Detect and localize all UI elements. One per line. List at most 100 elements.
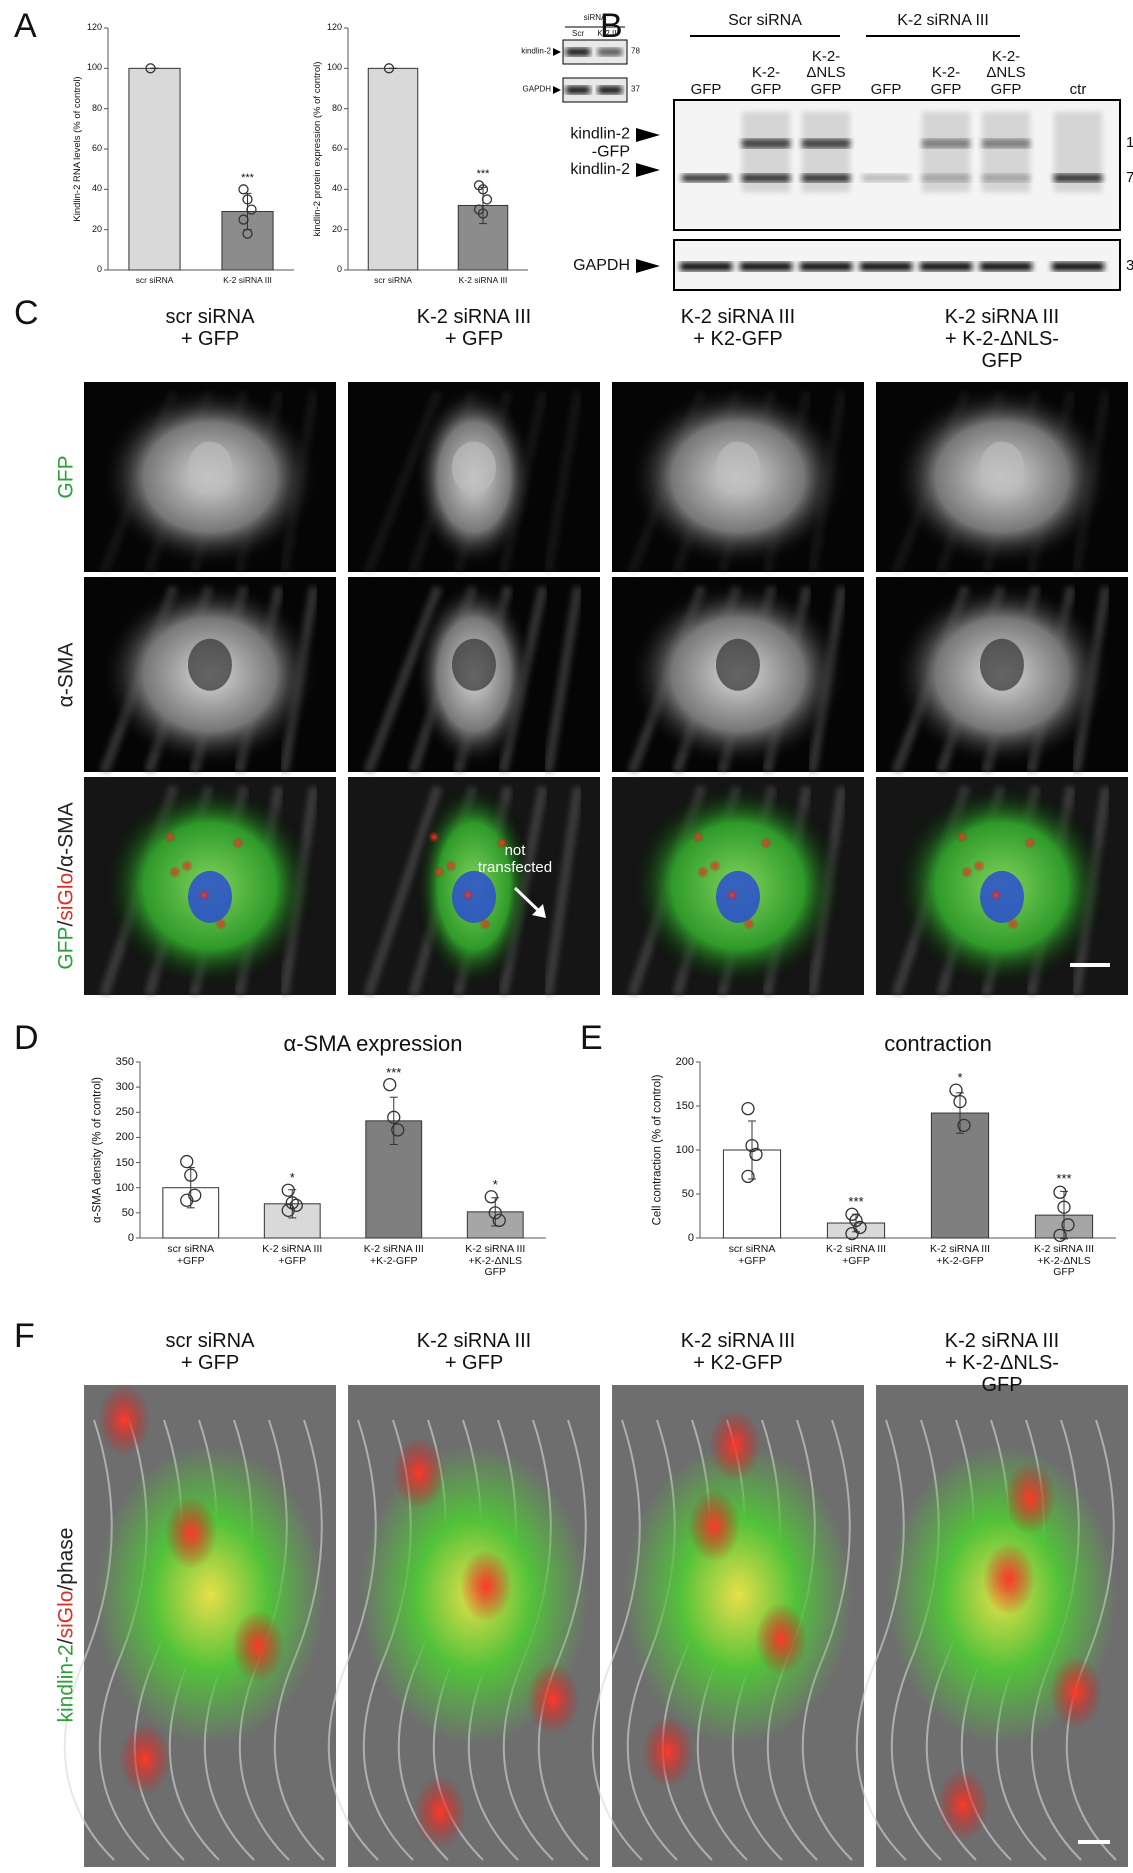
siglo-spot <box>760 837 772 849</box>
y-tick-label: 200 <box>675 1055 694 1068</box>
significance: * <box>289 1169 295 1185</box>
panel-letter: F <box>14 1317 35 1355</box>
chart-title: α-SMA expression <box>283 1031 463 1056</box>
significance: * <box>957 1070 963 1086</box>
data-point <box>484 1190 498 1204</box>
data-point <box>492 1213 506 1228</box>
siglo-spot <box>445 860 457 872</box>
band <box>740 262 792 271</box>
band <box>982 174 1030 182</box>
micrograph <box>348 777 600 997</box>
row-label-part: GFP <box>54 926 78 970</box>
y-axis-label: Cell contraction (% of control) <box>651 1074 664 1226</box>
siglo-cell <box>1050 1656 1102 1728</box>
y-tick-label: 200 <box>115 1131 134 1144</box>
y-tick-label: 0 <box>336 264 342 275</box>
band <box>598 48 622 56</box>
band <box>802 139 850 148</box>
arrowhead <box>636 259 660 273</box>
y-tick-label: 150 <box>115 1156 134 1169</box>
row-label-part: α-SMA <box>54 642 78 707</box>
mw-label: 78 <box>631 46 640 56</box>
band <box>922 139 970 148</box>
y-tick-label: 40 <box>91 183 102 194</box>
micrograph <box>876 577 1128 774</box>
row-label: GFP/siGlo/α-SMA <box>54 802 77 969</box>
row-label-part: siGlo <box>54 1590 78 1639</box>
nucleus <box>188 870 232 923</box>
row-label-part: /α-SMA <box>54 802 78 873</box>
live-image <box>327 1385 600 1867</box>
chart-title: contraction <box>884 1031 992 1056</box>
micrograph <box>876 382 1128 574</box>
data-point <box>1057 1200 1071 1214</box>
data-point <box>481 194 493 205</box>
x-tick-label: K-2 siRNA III +GFP <box>262 1243 323 1267</box>
annotation: not transfected <box>477 842 553 876</box>
micrograph <box>84 382 336 574</box>
x-tick-label: K-2 siRNA III +GFP <box>825 1243 887 1267</box>
band <box>922 174 970 182</box>
row-label-part: GFP <box>54 455 78 499</box>
siglo-spot <box>428 831 440 843</box>
micrograph <box>612 777 864 997</box>
data-point <box>184 1168 198 1182</box>
x-tick-label: K-2 siRNA III <box>458 275 508 285</box>
siglo-spot <box>198 889 210 901</box>
siglo-cell <box>688 1490 740 1562</box>
y-axis-label: α-SMA density (% of control) <box>91 1077 104 1223</box>
band <box>800 262 852 271</box>
band <box>860 262 912 271</box>
y-tick-label: 0 <box>687 1231 694 1244</box>
data-point <box>1061 1218 1075 1232</box>
data-point <box>180 1193 194 1207</box>
bar <box>128 67 181 271</box>
data-point <box>1053 1228 1067 1243</box>
panel-letter: E <box>580 1019 603 1057</box>
column-header: K-2 siRNA III + K2-GFP <box>680 1330 796 1374</box>
wrinkle <box>327 1419 379 1861</box>
lane-label: Scr <box>572 29 584 38</box>
column-header: K-2 siRNA III + GFP <box>416 1330 532 1374</box>
band <box>598 86 622 94</box>
significance: *** <box>476 168 490 181</box>
nucleus <box>716 441 760 494</box>
blot-title: siRNA <box>583 13 607 22</box>
lane-label: K-2- ΔNLS GFP <box>806 47 846 98</box>
y-tick-label: 350 <box>115 1055 134 1068</box>
micrograph <box>612 382 864 574</box>
siglo-spot <box>990 889 1002 901</box>
data-point <box>285 1196 299 1210</box>
wrinkle <box>855 1419 907 1861</box>
row-label-part: / <box>54 1638 78 1645</box>
band-label: GAPDH <box>573 257 630 275</box>
data-point <box>745 1138 759 1153</box>
arrowhead <box>553 86 561 94</box>
row-label: GFP <box>54 455 77 498</box>
data-point <box>949 1083 963 1097</box>
siglo-spot <box>726 889 738 901</box>
band <box>920 262 972 271</box>
nucleus <box>452 638 496 691</box>
band <box>980 262 1032 271</box>
siglo-spot <box>961 866 973 878</box>
siglo-spot <box>709 860 721 872</box>
siglo-spot <box>462 889 474 901</box>
siglo-cell <box>165 1497 217 1569</box>
data-point <box>477 184 489 195</box>
panel-letter: D <box>14 1019 39 1057</box>
group-label: Scr siRNA <box>728 12 802 29</box>
data-point <box>242 194 253 205</box>
nucleus <box>980 638 1024 691</box>
siglo-cell <box>937 1769 989 1841</box>
lane-label: K-2 III <box>597 29 619 38</box>
data-point <box>180 1154 194 1169</box>
y-tick-label: 100 <box>115 1181 134 1194</box>
y-tick-label: 100 <box>675 1143 694 1156</box>
column-header: K-2 siRNA III + K-2-ΔNLS-GFP <box>944 1330 1060 1396</box>
data-point <box>953 1094 967 1109</box>
x-tick-label: scr siRNA <box>135 275 174 285</box>
siglo-cell <box>709 1409 761 1481</box>
siglo-spot <box>496 837 508 849</box>
nucleus <box>716 638 760 691</box>
